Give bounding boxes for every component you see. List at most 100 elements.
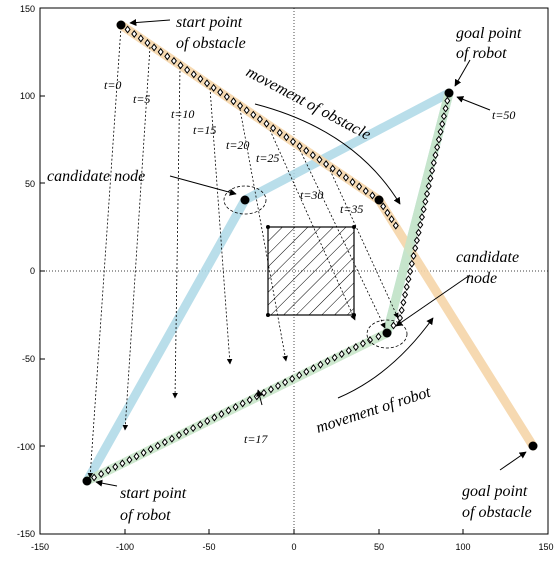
y-tick-label: -50 bbox=[22, 354, 35, 364]
label-t20: t=20 bbox=[226, 138, 249, 152]
trajectory-diamond bbox=[323, 160, 330, 169]
trajectory-diamond bbox=[218, 409, 225, 419]
trajectory-diamond bbox=[359, 339, 366, 348]
trajectory-diamond bbox=[283, 133, 290, 142]
obstacle-t35-point bbox=[374, 195, 384, 205]
trajectory-diamond bbox=[356, 182, 363, 191]
x-tick-label: -50 bbox=[202, 542, 215, 552]
trajectory-diamond bbox=[324, 357, 331, 366]
trajectory-diamond bbox=[223, 92, 230, 101]
trajectory-diamond bbox=[175, 431, 182, 440]
trajectory-diamond bbox=[430, 158, 437, 167]
trajectory-diamond bbox=[164, 52, 171, 61]
trajectory-diamond bbox=[331, 353, 338, 362]
label-start-obstacle-1: start point bbox=[176, 14, 243, 31]
trajectory-diamond bbox=[384, 208, 391, 217]
trajectory-diamond bbox=[144, 38, 151, 47]
trajectory-diamond bbox=[151, 43, 158, 52]
trajectory-diamond bbox=[420, 205, 427, 214]
trajectory-diamond bbox=[170, 56, 177, 65]
y-tick-label: -100 bbox=[17, 442, 35, 452]
trajectory-diamond bbox=[429, 166, 436, 175]
trajectory-diamond bbox=[405, 275, 412, 284]
candidate-node-ellipse-right bbox=[366, 319, 408, 349]
trajectory-diamond bbox=[177, 61, 184, 70]
trajectory-diamond bbox=[316, 155, 323, 164]
label-t35: t=35 bbox=[340, 202, 363, 216]
time-arrow bbox=[172, 66, 181, 399]
label-movement-robot: movement of robot bbox=[314, 384, 433, 437]
movement-of-obstacle-arrow bbox=[254, 103, 401, 205]
label-goal-robot-1: goal point bbox=[456, 25, 522, 42]
trajectory-diamond bbox=[267, 385, 274, 394]
trajectory-diamond bbox=[412, 244, 419, 253]
label-t5: t=5 bbox=[133, 92, 150, 106]
trajectory-diamond bbox=[435, 135, 442, 144]
trajectory-diamond bbox=[345, 346, 352, 355]
x-tick-label: 0 bbox=[291, 542, 296, 552]
label-candidate-node-right-2: node bbox=[466, 270, 497, 287]
trajectory-diamond bbox=[427, 174, 434, 183]
trajectory-diamond bbox=[270, 124, 277, 133]
movement-of-robot-arrow bbox=[337, 317, 434, 399]
trajectory-diamond bbox=[168, 434, 175, 443]
y-tick-label: 0 bbox=[30, 266, 35, 276]
trajectory-diamond bbox=[246, 395, 253, 404]
trajectory-diamond bbox=[183, 427, 190, 436]
label-t17: t=17 bbox=[244, 432, 268, 446]
label-t25: t=25 bbox=[256, 151, 279, 165]
obstacle-goal-point bbox=[528, 441, 538, 451]
trajectory-diamond bbox=[424, 189, 431, 198]
time-arrow bbox=[87, 26, 122, 479]
trajectory-diamond bbox=[161, 438, 168, 447]
x-tick-label: 50 bbox=[374, 542, 384, 552]
trajectory-diamond bbox=[197, 74, 204, 83]
trajectory-diamond bbox=[329, 164, 336, 173]
label-candidate-node-right-1: candidate bbox=[456, 249, 519, 266]
trajectory-diamond bbox=[243, 106, 250, 115]
trajectory-diamond bbox=[239, 399, 246, 408]
trajectory-diamond bbox=[184, 65, 191, 74]
trajectory-diamond bbox=[276, 128, 283, 137]
x-tick-label: -150 bbox=[31, 542, 49, 552]
trajectory-diamond bbox=[413, 236, 420, 245]
trajectory-diamond bbox=[217, 88, 224, 97]
trajectory-diamond bbox=[407, 267, 414, 276]
candidate-node-point-left bbox=[240, 195, 250, 205]
trajectory-diamond bbox=[190, 424, 197, 433]
trajectory-diamond bbox=[418, 213, 425, 222]
trajectory-diamond bbox=[410, 251, 417, 260]
time-arrow bbox=[239, 108, 288, 362]
trajectory-diamond bbox=[296, 142, 303, 151]
trajectory-diamond bbox=[131, 29, 138, 39]
trajectory-diamond bbox=[296, 371, 303, 380]
trajectory-diamond bbox=[303, 146, 310, 155]
trajectory-diamond bbox=[352, 343, 359, 352]
candidate-node-point-right bbox=[382, 328, 392, 338]
trajectory-diamond bbox=[140, 448, 147, 457]
obstacle-trajectory-markers bbox=[117, 20, 399, 230]
obstacle-start-point bbox=[116, 20, 126, 30]
y-tick-labels: 150 100 50 0 -50 -100 -150 bbox=[17, 4, 35, 539]
x-tick-label: 100 bbox=[455, 542, 470, 552]
trajectory-diamond bbox=[336, 169, 343, 178]
trajectory-diamond bbox=[105, 466, 112, 475]
y-tick-label: -150 bbox=[17, 529, 35, 539]
label-movement-obstacle: movement of obstacle bbox=[243, 64, 373, 144]
label-t0: t=0 bbox=[104, 78, 121, 92]
trajectory-diamond bbox=[434, 143, 441, 152]
x-tick-label: -100 bbox=[116, 542, 134, 552]
trajectory-diamond bbox=[369, 191, 376, 200]
trajectory-diamond bbox=[442, 104, 449, 113]
trajectory-diamond bbox=[137, 34, 144, 43]
static-obstacle bbox=[267, 226, 355, 316]
label-t15: t=15 bbox=[193, 123, 216, 137]
trajectory-diamond bbox=[317, 360, 324, 369]
trajectory-diamond bbox=[190, 70, 197, 79]
y-tick-label: 150 bbox=[20, 4, 35, 14]
trajectory-diamond bbox=[440, 112, 447, 121]
trajectory-diamond bbox=[230, 97, 237, 106]
trajectory-diamond bbox=[119, 459, 126, 468]
robot-goal-point bbox=[444, 88, 454, 98]
label-t30: t=30 bbox=[300, 188, 323, 202]
